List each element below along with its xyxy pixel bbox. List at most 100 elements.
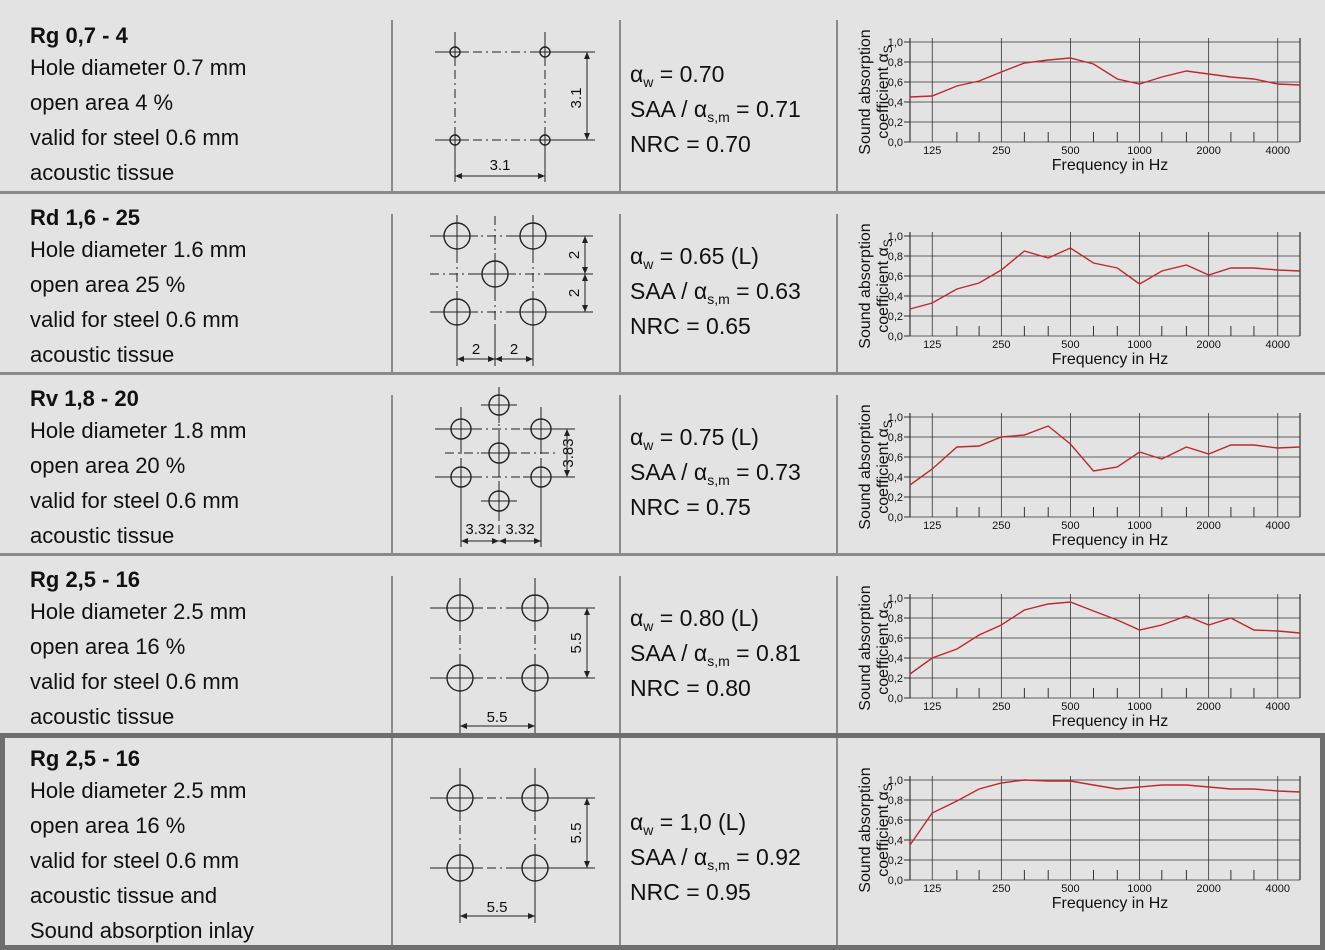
y-tick-label: 0,2 (888, 117, 903, 129)
y-axis-label: Sound absorption (857, 223, 874, 348)
x-tick-label: 1000 (1127, 520, 1151, 532)
alpha-w-number: = 0.75 (L) (653, 424, 759, 450)
x-tick-label: 4000 (1266, 520, 1290, 532)
y-axis-label: Sound absorption (857, 585, 874, 710)
hole-pattern-diagram: 3.1 3.1 (415, 12, 615, 187)
nrc-number: 0.70 (706, 131, 751, 157)
hole-pattern-diagram: 3.83 3.32 3.32 (415, 387, 615, 562)
product-spec: Rg 2,5 - 16 Hole diameter 2.5 mm open area… (30, 566, 246, 734)
y-tick-label: 0,6 (888, 815, 903, 827)
acoustic-values: αw = 0.80 (L) SAA / αs,m = 0.81 NRC = 0.80 (630, 601, 801, 706)
alpha-w-value: αw = 0.80 (L) (630, 605, 759, 634)
saa-value: SAA / αs,m = 0.81 (630, 640, 801, 669)
spec-line: Hole diameter 1.6 mm (30, 237, 247, 262)
x-tick-label: 250 (992, 883, 1010, 895)
y-axis-label-2: coefficient αS (875, 239, 895, 332)
x-tick-label: 4000 (1266, 883, 1290, 895)
spec-line: Hole diameter 2.5 mm (30, 778, 247, 803)
nrc-value: NRC = 0.65 (630, 313, 751, 339)
column-divider (391, 214, 393, 372)
alpha-w-value: αw = 0.65 (L) (630, 243, 759, 272)
product-row: Rg 2,5 - 16 Hole diameter 2.5 mm open area… (0, 556, 1325, 734)
x-tick-label: 1000 (1127, 339, 1151, 351)
nrc-number: 0.80 (706, 675, 751, 701)
absorption-curve (909, 779, 1301, 846)
alpha-w-number: = 0.70 (653, 61, 725, 87)
y-axis-label: Sound absorption (857, 404, 874, 529)
spec-line: open area 16 % (30, 813, 186, 838)
y-axis-label: Sound absorption (857, 767, 874, 892)
row-separator (0, 191, 1325, 194)
x-tick-label: 2000 (1196, 883, 1220, 895)
product-spec: Rd 1,6 - 25 Hole diameter 1.6 mm open area… (30, 204, 246, 372)
product-code: Rv 1,8 - 20 (30, 386, 139, 411)
nrc-number: 0.65 (706, 313, 751, 339)
x-tick-label: 2000 (1196, 339, 1220, 351)
column-divider (391, 20, 393, 191)
spec-line: Sound absorption inlay (30, 918, 254, 943)
x-tick-label: 125 (923, 339, 941, 351)
product-spec: Rv 1,8 - 20 Hole diameter 1.8 mm open area… (30, 385, 246, 553)
y-tick-label: 0,2 (888, 492, 903, 504)
y-tick-label: 1,0 (888, 412, 903, 424)
absorption-chart: Sound absorption coefficient αS 0,0 0,2 0,4 0… (850, 206, 1310, 381)
x-tick-label: 250 (992, 339, 1010, 351)
y-tick-label: 0,2 (888, 311, 903, 323)
y-tick-label: 0,2 (888, 673, 903, 685)
y-tick-label: 0,6 (888, 271, 903, 283)
alpha-w-number: = 0.65 (L) (653, 243, 759, 269)
row-separator (0, 372, 1325, 375)
product-spec: Rg 2,5 - 16 Hole diameter 2.5 mm open area… (30, 745, 254, 948)
pattern-svg: 3.83 3.32 3.32 (435, 387, 577, 547)
y-tick-label: 0,2 (888, 855, 903, 867)
saa-value: SAA / αs,m = 0.73 (630, 459, 801, 488)
x-tick-label: 125 (923, 145, 941, 157)
acoustic-values: αw = 0.65 (L) SAA / αs,m = 0.63 NRC = 0.65 (630, 239, 801, 344)
column-divider (391, 395, 393, 553)
dimension-label: 2 (510, 341, 518, 358)
spec-line: valid for steel 0.6 mm (30, 669, 240, 694)
y-tick-label: 0,6 (888, 633, 903, 645)
column-divider (391, 576, 393, 734)
y-axis-label-2: coefficient αS (875, 601, 895, 694)
x-tick-label: 250 (992, 701, 1010, 713)
acoustic-values: αw = 1,0 (L) SAA / αs,m = 0.92 NRC = 0.95 (630, 805, 801, 910)
dimension-label: 5.5 (487, 899, 508, 916)
product-row: Rd 1,6 - 25 Hole diameter 1.6 mm open area… (0, 194, 1325, 372)
nrc-value: NRC = 0.80 (630, 675, 751, 701)
dimension-label: 2 (566, 289, 583, 297)
alpha-w-number: = 0.80 (L) (653, 605, 759, 631)
x-tick-label: 500 (1061, 339, 1079, 351)
saa-value: SAA / αs,m = 0.92 (630, 844, 801, 873)
column-divider (619, 20, 621, 191)
chart-svg: Sound absorption coefficient αS0,0 0,2 0,4 0… (857, 29, 1301, 174)
hole-pattern-diagram: 5.5 5.5 (415, 758, 615, 933)
dimension-label: 3.1 (490, 157, 511, 174)
alpha-w-value: αw = 0.70 (630, 61, 725, 90)
product-code: Rg 0,7 - 4 (30, 23, 128, 48)
x-tick-label: 250 (992, 145, 1010, 157)
nrc-number: 0.75 (706, 494, 751, 520)
absorption-chart: Sound absorption coefficient αS 0,0 0,2 0,4 0… (850, 750, 1310, 925)
spec-line: acoustic tissue (30, 704, 175, 729)
dimension-label: 3.32 (465, 521, 494, 538)
y-tick-label: 0,0 (888, 693, 903, 705)
spec-line: Hole diameter 2.5 mm (30, 599, 247, 624)
absorption-curve (909, 601, 1301, 675)
y-tick-label: 1,0 (888, 775, 903, 787)
product-spec: Rg 0,7 - 4 Hole diameter 0.7 mm open area … (30, 22, 246, 190)
acoustic-values: αw = 0.75 (L) SAA / αs,m = 0.73 NRC = 0.75 (630, 420, 801, 525)
x-tick-label: 1000 (1127, 701, 1151, 713)
x-axis-label: Frequency in Hz (1052, 157, 1169, 174)
x-tick-label: 4000 (1266, 701, 1290, 713)
spec-line: open area 25 % (30, 272, 186, 297)
hole-pattern-diagram: 2 2 2 2 (415, 206, 615, 381)
y-tick-label: 0,6 (888, 452, 903, 464)
x-tick-label: 250 (992, 520, 1010, 532)
spec-line: open area 4 % (30, 90, 174, 115)
spec-line: valid for steel 0.6 mm (30, 307, 240, 332)
x-tick-label: 2000 (1196, 701, 1220, 713)
column-divider (836, 576, 838, 734)
column-divider (836, 738, 838, 945)
product-row: Rg 0,7 - 4 Hole diameter 0.7 mm open area … (0, 0, 1325, 191)
